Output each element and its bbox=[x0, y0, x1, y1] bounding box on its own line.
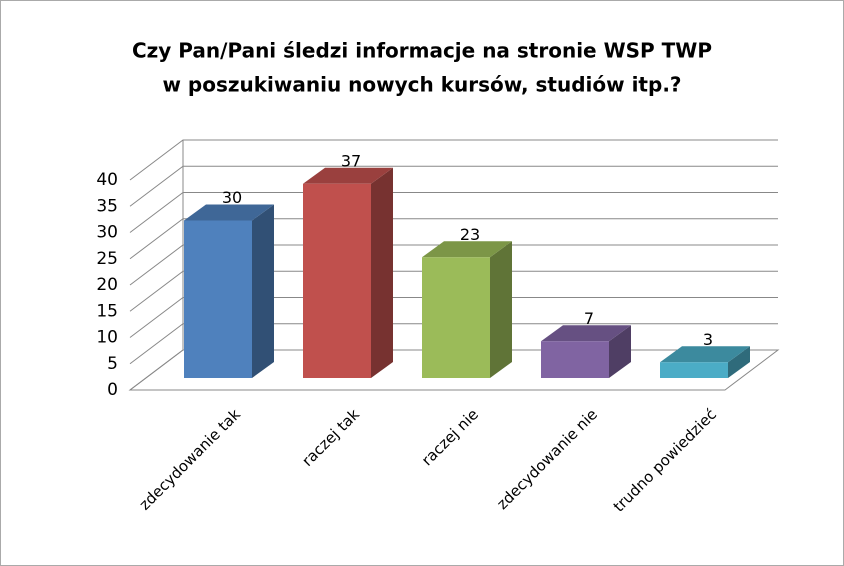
y-tick-label: 35 bbox=[96, 196, 118, 216]
bar-front bbox=[422, 257, 490, 378]
bar bbox=[422, 241, 512, 378]
chart-title-line: Czy Pan/Pani śledzi informacje na stroni… bbox=[132, 39, 712, 63]
bar-top bbox=[422, 241, 512, 258]
y-tick-label: 10 bbox=[96, 328, 118, 348]
y-tick-label: 5 bbox=[107, 354, 118, 374]
y-tick-label: 0 bbox=[107, 380, 118, 400]
bar-side bbox=[490, 241, 512, 378]
bar-front bbox=[541, 341, 609, 378]
y-tick-label: 15 bbox=[96, 301, 118, 321]
bar bbox=[184, 204, 274, 378]
bar-front bbox=[660, 362, 728, 378]
value-label: 3 bbox=[703, 330, 713, 349]
bar-front bbox=[184, 220, 252, 378]
bar-front bbox=[303, 183, 371, 378]
value-label: 23 bbox=[460, 225, 480, 244]
bar-side bbox=[252, 204, 274, 378]
bar-top bbox=[303, 167, 393, 184]
y-tick-label: 40 bbox=[96, 170, 118, 190]
bar-top bbox=[660, 346, 750, 363]
bar-top bbox=[541, 325, 631, 342]
bar-side bbox=[609, 325, 631, 378]
bar-side bbox=[728, 346, 750, 378]
value-label: 7 bbox=[584, 309, 594, 328]
y-tick-label: 30 bbox=[96, 223, 118, 243]
bar-side bbox=[371, 167, 393, 378]
chart-title-line: w poszukiwaniu nowych kursów, studiów it… bbox=[162, 73, 681, 97]
bar-top bbox=[184, 204, 274, 221]
value-label: 37 bbox=[341, 151, 361, 170]
value-label: 30 bbox=[222, 188, 242, 207]
bar bbox=[303, 167, 393, 378]
bar bbox=[660, 346, 750, 378]
y-tick-label: 20 bbox=[96, 275, 118, 295]
y-tick-label: 25 bbox=[96, 249, 118, 269]
bar bbox=[541, 325, 631, 378]
